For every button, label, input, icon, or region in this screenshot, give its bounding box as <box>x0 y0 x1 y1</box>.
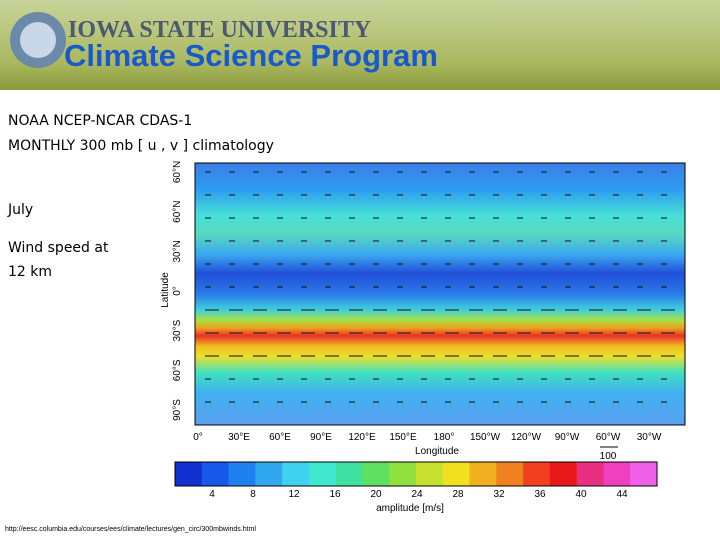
colorbar-swatch <box>362 462 390 486</box>
y-axis-label: Latitude <box>160 272 171 308</box>
colorbar-tick-label: 36 <box>534 489 546 500</box>
colorbar-swatch <box>469 462 497 486</box>
x-tick-label: 120°W <box>511 432 542 443</box>
x-tick-label: 0° <box>193 432 203 443</box>
x-tick-label: 150°E <box>389 432 417 443</box>
wind-map <box>194 162 686 426</box>
program-name: Climate Science Program <box>64 38 438 73</box>
colorbar-swatch <box>255 462 283 486</box>
colorbar-swatch <box>389 462 417 486</box>
colorbar-swatch <box>630 462 658 486</box>
header-band <box>0 0 720 90</box>
colorbar-swatch <box>603 462 631 486</box>
reference-vector: 100 <box>600 451 617 462</box>
y-tick-label: 90°S <box>172 399 183 421</box>
colorbar-swatch <box>576 462 604 486</box>
x-tick-label: 30°E <box>228 432 250 443</box>
colorbar-tick-label: 12 <box>288 489 300 500</box>
x-tick-label: 180° <box>434 432 455 443</box>
title-line: MONTHLY 300 mb [ u , v ] climatology <box>8 138 274 154</box>
university-name: IOWA STATE UNIVERSITY <box>68 17 371 43</box>
y-tick-label: 60°N <box>172 200 183 222</box>
x-tick-label: 90°W <box>555 432 580 443</box>
wind-vectors <box>205 171 675 403</box>
x-tick-label: 60°W <box>596 432 621 443</box>
x-tick-label: 30°W <box>637 432 662 443</box>
colorbar-swatch <box>201 462 230 486</box>
colorbar <box>174 461 658 487</box>
colorbar-swatch <box>523 462 551 486</box>
y-tick-label: 60°S <box>172 359 183 381</box>
colorbar-tick-label: 44 <box>616 489 628 500</box>
colorbar-tick-label: 8 <box>250 489 256 500</box>
x-tick-label: 90°E <box>310 432 332 443</box>
colorbar-frame <box>174 461 658 487</box>
month: July <box>7 202 33 218</box>
colorbar-tick-label: 20 <box>370 489 382 500</box>
colorbar-label: amplitude [m/s] <box>376 503 444 514</box>
x-axis-label: Longitude <box>415 446 459 457</box>
x-tick-label: 150°W <box>470 432 501 443</box>
colorbar-tick-label: 40 <box>575 489 587 500</box>
colorbar-swatch <box>335 462 363 486</box>
colorbar-tick-label: 16 <box>329 489 341 500</box>
y-tick-label: 30°S <box>172 319 183 341</box>
colorbar-swatch <box>416 462 444 486</box>
colorbar-swatch <box>442 462 471 486</box>
y-tick-label: 60°N <box>172 161 183 183</box>
colorbar-tick-label: 32 <box>493 489 505 500</box>
title-line: NOAA NCEP-NCAR CDAS-1 <box>8 113 192 129</box>
colorbar-swatch <box>228 462 256 486</box>
description: 12 km <box>8 264 52 280</box>
colorbar-tick-label: 4 <box>209 489 215 500</box>
x-tick-label: 60°E <box>269 432 291 443</box>
colorbar-swatch <box>175 462 203 486</box>
description: Wind speed at <box>8 240 109 256</box>
x-tick-label: 120°E <box>348 432 376 443</box>
colorbar-swatch <box>308 462 337 486</box>
y-tick-label: 0° <box>172 286 183 296</box>
y-tick-label: 30°N <box>172 240 183 262</box>
colorbar-tick-label: 28 <box>452 489 464 500</box>
logo-inner <box>20 22 56 58</box>
colorbar-swatch <box>282 462 310 486</box>
source-url: http://eesc.columbia.edu/courses/ees/cli… <box>5 526 256 533</box>
colorbar-tick-label: 24 <box>411 489 423 500</box>
colorbar-swatch <box>496 462 524 486</box>
colorbar-swatch <box>549 462 578 486</box>
